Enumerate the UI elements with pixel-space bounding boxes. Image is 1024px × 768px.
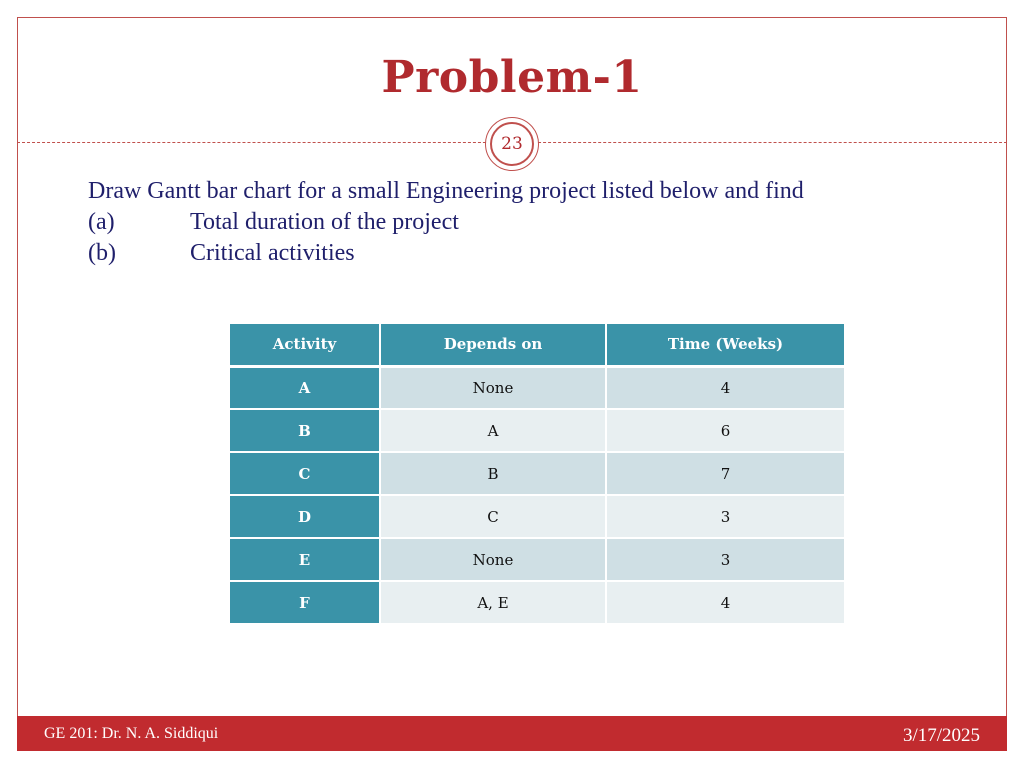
cell-time: 6 (606, 409, 844, 453)
table-header-row: Activity Depends on Time (Weeks) (230, 324, 844, 368)
cell-activity: C (230, 452, 381, 496)
cell-depends-on: None (380, 538, 607, 582)
intro-line: Draw Gantt bar chart for a small Enginee… (88, 176, 968, 207)
cell-depends-on: C (380, 495, 607, 539)
cell-activity: E (230, 538, 381, 582)
cell-activity: B (230, 409, 381, 453)
list-item-a: (a) Total duration of the project (88, 207, 968, 238)
cell-time: 7 (606, 452, 844, 496)
cell-activity: F (230, 581, 381, 625)
cell-time: 3 (606, 495, 844, 539)
table-row: A None 4 (230, 366, 844, 410)
cell-activity: A (230, 366, 381, 410)
footer-bar (17, 716, 1007, 751)
cell-time: 4 (606, 581, 844, 625)
table-row: B A 6 (230, 409, 844, 453)
cell-depends-on: A, E (380, 581, 607, 625)
cell-depends-on: B (380, 452, 607, 496)
list-item-text: Total duration of the project (190, 209, 459, 235)
table-row: D C 3 (230, 495, 844, 539)
slide-title: Problem-1 (381, 52, 643, 103)
cell-time: 4 (606, 366, 844, 410)
footer-date: 3/17/2025 (902, 725, 980, 746)
cell-depends-on: A (380, 409, 607, 453)
problem-statement: Draw Gantt bar chart for a small Enginee… (88, 176, 968, 269)
header-depends-on: Depends on (380, 324, 607, 368)
table-row: C B 7 (230, 452, 844, 496)
page-number: 23 (490, 122, 534, 166)
list-marker: (a) (88, 209, 115, 235)
cell-time: 3 (606, 538, 844, 582)
intro-text: Draw Gantt bar chart for a small Enginee… (88, 178, 804, 204)
list-marker: (b) (88, 240, 116, 266)
cell-depends-on: None (380, 366, 607, 410)
header-activity: Activity (230, 324, 381, 368)
table-row: E None 3 (230, 538, 844, 582)
activity-table: Activity Depends on Time (Weeks) A None … (230, 324, 844, 625)
list-item-text: Critical activities (190, 240, 355, 266)
cell-activity: D (230, 495, 381, 539)
header-time: Time (Weeks) (606, 324, 844, 368)
table-row: F A, E 4 (230, 581, 844, 625)
footer-course: GE 201: Dr. N. A. Siddiqui (44, 725, 219, 742)
page-number-badge: 23 (485, 117, 539, 171)
list-item-b: (b) Critical activities (88, 238, 968, 269)
